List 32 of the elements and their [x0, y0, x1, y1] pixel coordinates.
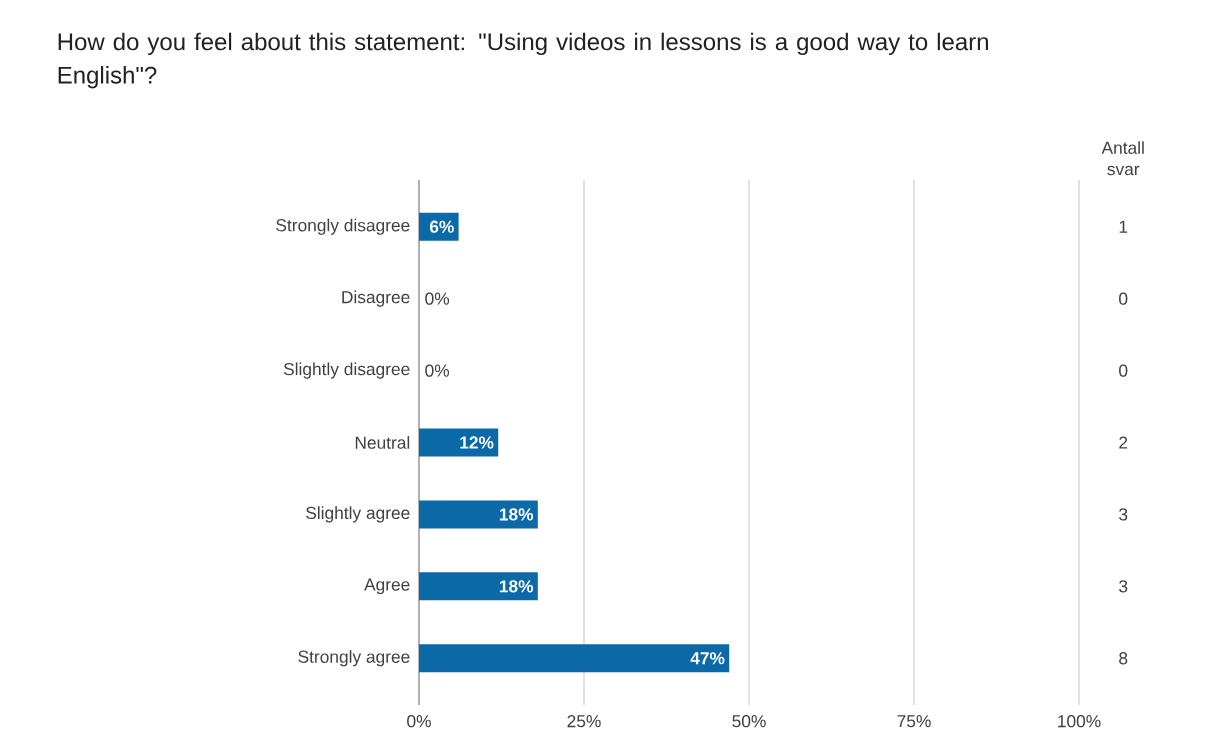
x-tick-label: 0%	[407, 715, 431, 728]
text: 2	[1119, 436, 1128, 449]
x-tick-label: 75%	[897, 715, 931, 728]
text: 3	[1119, 580, 1128, 593]
y-tick-label: Slightly disagree	[283, 362, 410, 379]
y-tick-label: Neutral	[355, 436, 410, 449]
data-label: 0%	[425, 292, 450, 305]
y-tick-label: Disagree	[342, 290, 410, 307]
data-label: 18%	[499, 508, 534, 521]
text: Antall svar	[1101, 141, 1144, 176]
y-tick-label: Strongly agree	[298, 650, 410, 667]
x-tick-label: 100%	[1058, 715, 1101, 728]
y-tick-label: Slightly agree	[306, 506, 410, 523]
y-tick-label: Strongly disagree	[276, 218, 410, 235]
bar	[419, 500, 538, 529]
data-label: 18%	[499, 580, 534, 593]
bar	[419, 644, 730, 673]
x-tick-label: 25%	[567, 715, 601, 728]
data-label: 12%	[460, 436, 494, 449]
data-label: 47%	[690, 652, 725, 665]
text: 0	[1119, 292, 1128, 305]
chart-title: How do you feel about this statement: "Using videos in lessons is a good way to learn English"?	[58, 32, 988, 89]
data-label: 0%	[425, 364, 450, 377]
bar	[419, 428, 499, 457]
text: 8	[1119, 652, 1128, 665]
data-label: 6%	[429, 220, 454, 233]
y-tick-label: Agree	[364, 578, 410, 595]
bar	[419, 572, 538, 601]
text: 1	[1119, 220, 1128, 233]
text: 0	[1119, 364, 1128, 377]
x-tick-label: 50%	[732, 715, 766, 728]
text: 3	[1119, 508, 1128, 521]
